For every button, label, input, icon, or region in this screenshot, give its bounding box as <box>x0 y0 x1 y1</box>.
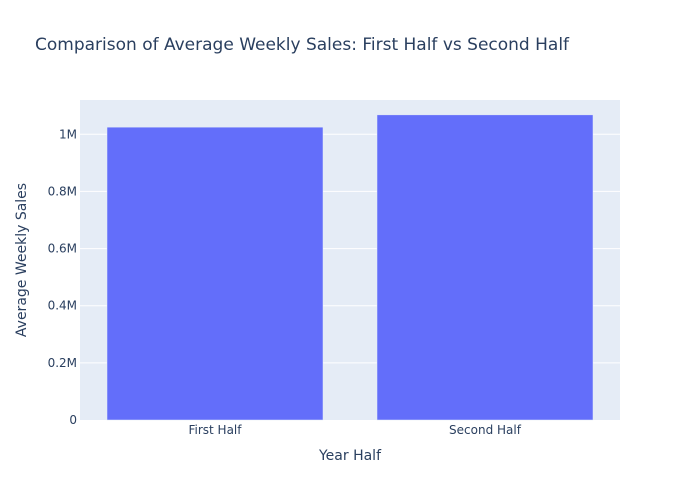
x-axis-title: Year Half <box>318 448 382 464</box>
x-tick-label: First Half <box>188 423 242 437</box>
y-tick-label: 0 <box>69 413 77 427</box>
y-axis-title: Average Weekly Sales <box>14 183 30 337</box>
bar <box>106 126 324 421</box>
bar <box>376 114 594 421</box>
y-tick-label: 0.4M <box>48 299 77 313</box>
y-tick-label: 1M <box>59 127 77 141</box>
y-tick-label: 0.8M <box>48 184 77 198</box>
bars <box>106 114 594 421</box>
y-tick-label: 0.2M <box>48 356 77 370</box>
y-tick-label: 0.6M <box>48 242 77 256</box>
x-tick-label: Second Half <box>449 423 522 437</box>
y-axis-ticks: 0 0.2M 0.4M 0.6M 0.8M 1M <box>48 127 77 427</box>
x-axis-ticks: First Half Second Half <box>188 423 521 437</box>
chart-title: Comparison of Average Weekly Sales: Firs… <box>35 35 570 55</box>
